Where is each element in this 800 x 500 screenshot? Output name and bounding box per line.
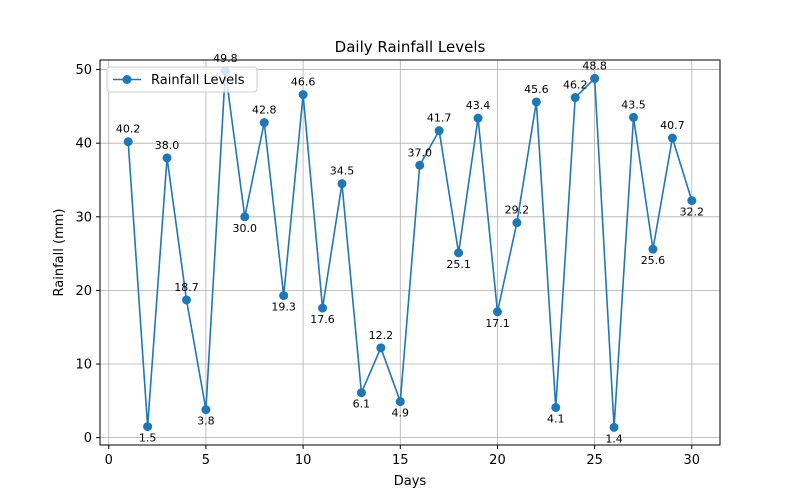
series-line xyxy=(127,70,693,429)
data-label: 40.7 xyxy=(660,119,685,132)
data-label: 48.8 xyxy=(582,59,607,72)
data-point-marker xyxy=(415,160,425,170)
data-point-marker xyxy=(648,244,658,254)
data-label: 43.5 xyxy=(621,98,646,111)
data-point-marker xyxy=(590,73,600,83)
x-tick-label: 30 xyxy=(684,453,701,468)
data-point-marker xyxy=(162,153,172,163)
data-label: 42.8 xyxy=(252,104,277,117)
data-label: 6.1 xyxy=(353,398,371,411)
y-tick-label: 10 xyxy=(75,358,92,373)
data-point-marker xyxy=(570,93,580,103)
data-label: 46.2 xyxy=(563,79,588,92)
data-point-marker xyxy=(454,248,464,258)
data-label: 3.8 xyxy=(197,415,215,428)
data-point-marker xyxy=(492,307,502,317)
data-point-marker xyxy=(240,212,250,222)
data-label: 25.1 xyxy=(446,258,471,271)
data-label: 37.0 xyxy=(407,146,432,159)
data-point-marker xyxy=(181,295,191,305)
data-point-marker xyxy=(123,137,133,147)
data-point-marker xyxy=(687,196,697,206)
data-label: 19.3 xyxy=(271,301,296,314)
y-tick-label: 50 xyxy=(75,63,92,78)
data-label: 12.2 xyxy=(369,329,394,342)
data-point-marker xyxy=(279,291,289,301)
data-point-marker xyxy=(473,113,483,123)
data-point-marker xyxy=(629,112,639,122)
series-area xyxy=(123,66,697,432)
y-tick-label: 20 xyxy=(75,284,92,299)
data-point-marker xyxy=(667,133,677,143)
data-point-marker xyxy=(337,179,347,189)
plot-frame xyxy=(99,59,721,446)
legend-marker-swatch xyxy=(122,75,132,84)
data-label: 45.6 xyxy=(524,83,549,96)
data-point-marker xyxy=(434,126,444,136)
y-tick-label: 0 xyxy=(84,431,92,446)
y-axis-label: Rainfall (mm) xyxy=(52,209,67,297)
data-label: 1.4 xyxy=(605,432,623,445)
legend: Rainfall Levels xyxy=(106,66,258,93)
data-point-marker xyxy=(376,343,386,353)
data-label: 34.5 xyxy=(330,165,355,178)
data-label: 4.1 xyxy=(547,412,565,425)
data-label: 46.6 xyxy=(291,76,316,89)
x-tick-label: 0 xyxy=(105,453,113,468)
data-point-marker xyxy=(143,422,153,432)
data-point-marker xyxy=(356,388,366,398)
data-point-marker xyxy=(318,303,328,313)
y-tick-label: 40 xyxy=(75,137,92,152)
data-label: 29.2 xyxy=(505,204,530,217)
legend-label: Rainfall Levels xyxy=(151,73,245,88)
x-tick-label: 20 xyxy=(489,453,506,468)
data-point-marker xyxy=(551,402,561,412)
data-label: 41.7 xyxy=(427,112,452,125)
x-axis: 0 5 10 15 20 25 30 xyxy=(105,445,700,468)
data-label: 38.0 xyxy=(155,139,180,152)
data-label: 18.7 xyxy=(174,281,199,294)
data-point-marker xyxy=(512,218,522,228)
x-tick-label: 10 xyxy=(295,453,312,468)
data-label: 30.0 xyxy=(233,222,258,235)
data-label: 1.5 xyxy=(139,432,157,445)
data-label: 40.2 xyxy=(116,123,141,136)
data-labels: 40.2 1.5 38.0 18.7 3.8 49.8 30.0 42.8 19.3 46.6 17… xyxy=(116,52,704,445)
legend-box xyxy=(106,66,258,93)
x-axis-label: Days xyxy=(394,474,427,489)
data-label: 17.1 xyxy=(485,317,510,330)
data-label: 17.6 xyxy=(310,313,335,326)
x-tick-label: 25 xyxy=(586,453,603,468)
data-label: 43.4 xyxy=(466,99,491,112)
data-point-marker xyxy=(201,405,211,415)
x-tick-label: 5 xyxy=(202,453,210,468)
data-point-marker xyxy=(395,397,405,407)
chart-title: Daily Rainfall Levels xyxy=(335,38,486,56)
data-label: 25.6 xyxy=(641,254,666,267)
y-axis: 0 10 20 30 40 50 xyxy=(75,63,100,446)
data-label: 4.9 xyxy=(392,407,410,420)
x-tick-label: 15 xyxy=(392,453,409,468)
data-point-marker xyxy=(531,97,541,107)
data-point-marker xyxy=(259,118,269,128)
y-tick-label: 30 xyxy=(75,210,92,225)
data-point-marker xyxy=(609,422,619,432)
data-label: 32.2 xyxy=(680,206,705,219)
data-label: 49.8 xyxy=(213,52,238,65)
data-point-marker xyxy=(298,90,308,100)
